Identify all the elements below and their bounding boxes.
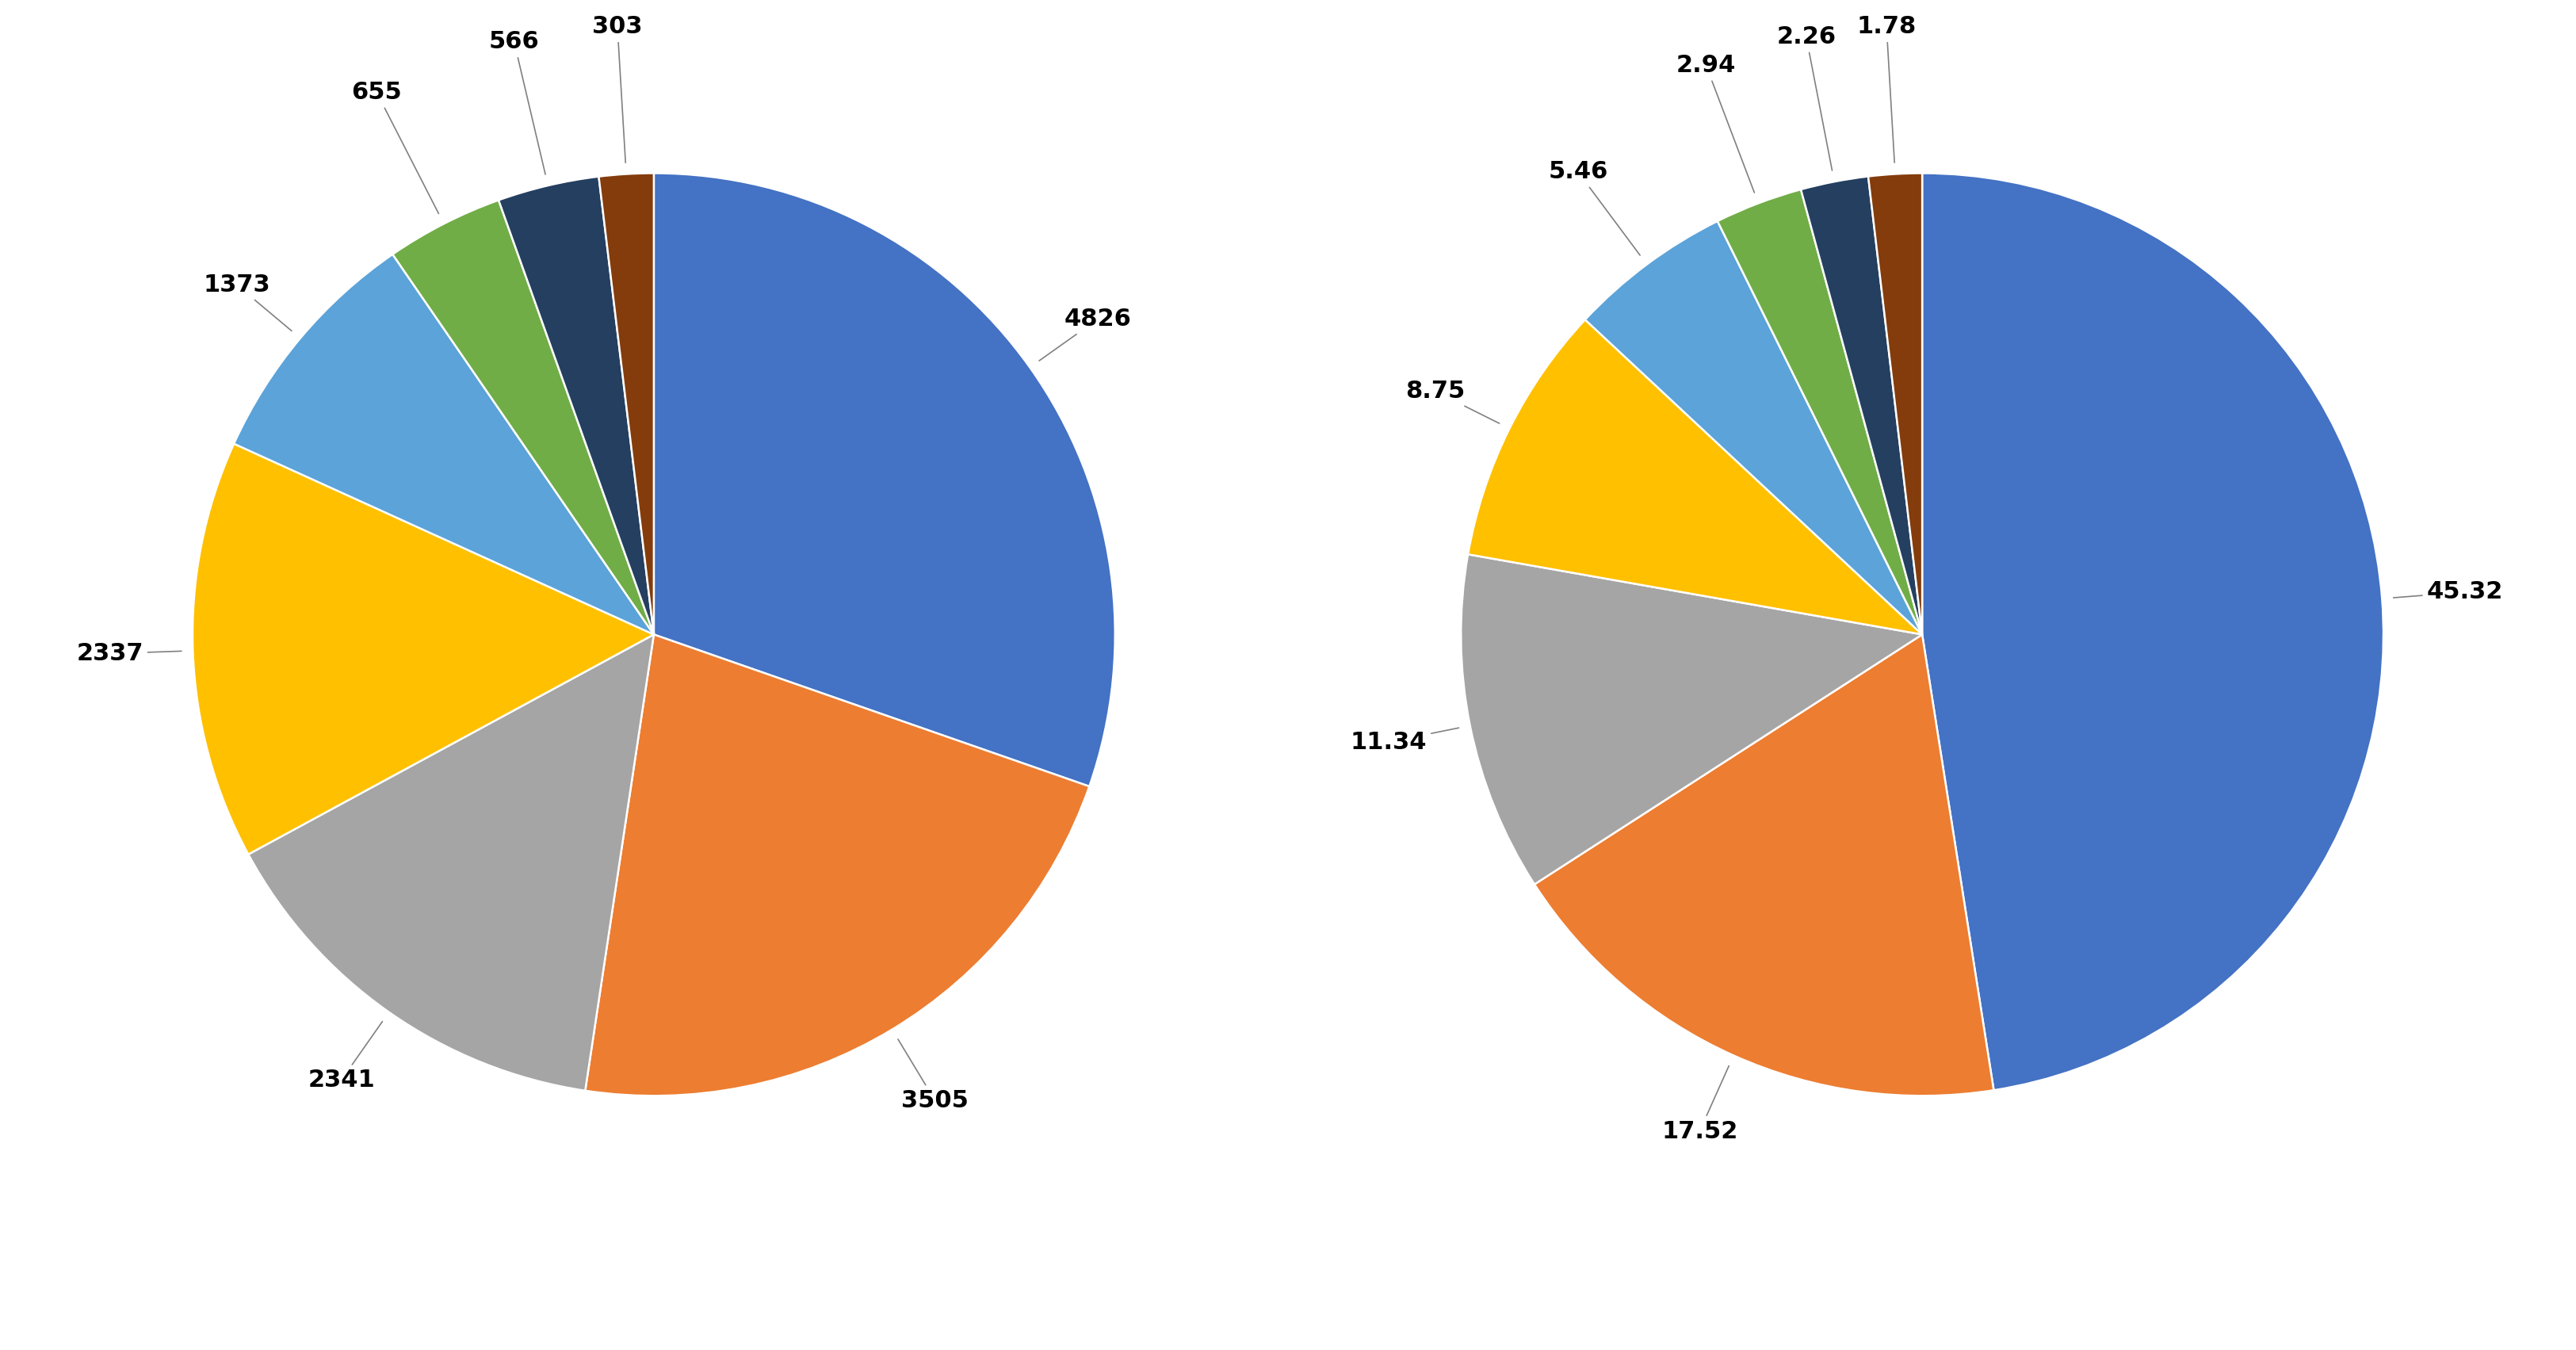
Text: 8.75: 8.75 [1406,379,1499,424]
Wedge shape [247,634,654,1091]
Text: 17.52: 17.52 [1662,1066,1739,1142]
Wedge shape [193,444,654,855]
Wedge shape [654,173,1115,787]
Wedge shape [1461,555,1922,884]
Text: 11.34: 11.34 [1350,728,1458,753]
Wedge shape [1718,189,1922,634]
Text: 3505: 3505 [899,1040,969,1112]
Text: 45.32: 45.32 [2393,580,2504,603]
Wedge shape [1468,320,1922,634]
Text: 655: 655 [350,81,438,213]
Wedge shape [392,200,654,634]
Text: 1373: 1373 [204,273,291,331]
Wedge shape [1584,221,1922,634]
Text: 303: 303 [592,15,641,162]
Text: 2341: 2341 [307,1022,381,1092]
Wedge shape [1535,634,1994,1096]
Text: 2.26: 2.26 [1777,26,1837,170]
Text: 4826: 4826 [1038,308,1131,360]
Text: 2.94: 2.94 [1677,54,1754,193]
Text: 5.46: 5.46 [1548,161,1641,255]
Wedge shape [234,254,654,634]
Wedge shape [500,177,654,634]
Wedge shape [1868,173,1922,634]
Wedge shape [585,634,1090,1096]
Text: 566: 566 [489,30,546,174]
Text: 1.78: 1.78 [1857,15,1917,162]
Wedge shape [1922,173,2383,1091]
Wedge shape [1801,177,1922,634]
Text: 2337: 2337 [77,643,180,666]
Wedge shape [598,173,654,634]
